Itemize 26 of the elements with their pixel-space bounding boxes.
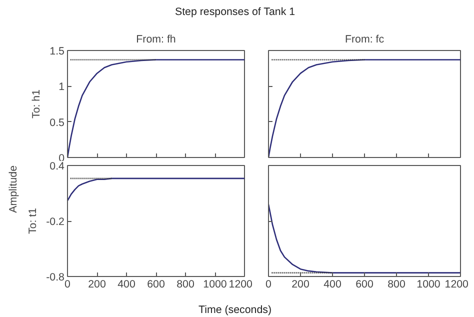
x-tick-label: 1200: [228, 278, 253, 290]
y-tick-label: -0.2: [46, 216, 65, 228]
x-tick-label: 200: [292, 278, 310, 290]
x-tick-label: 600: [356, 278, 374, 290]
x-tick-label: 800: [388, 278, 406, 290]
x-tick-label: 800: [176, 278, 194, 290]
x-axis-title: Time (seconds): [198, 303, 272, 317]
y-axis-title: To: h1: [30, 89, 43, 119]
y-tick-label: 0.5: [50, 116, 65, 129]
x-tick-label: 0: [266, 278, 272, 290]
chart-title: Step responses of Tank 1: [174, 5, 296, 20]
y-tick-label: 1: [58, 81, 65, 94]
y-axis-title: To: t1: [27, 208, 40, 234]
x-tick-label: 600: [147, 278, 165, 290]
chart-subtitle: From: fh: [136, 34, 176, 46]
x-tick-label: 200: [88, 278, 106, 290]
y-tick-label: 0.4: [50, 160, 65, 172]
text: Amplitude: [8, 165, 20, 213]
chart-subtitle: From: fc: [344, 34, 385, 46]
x-tick-label: 1000: [416, 278, 440, 290]
y-tick-label: -0.8: [46, 272, 65, 284]
y-tick-label: 1.5: [50, 46, 65, 58]
x-tick-label: 1200: [444, 278, 469, 290]
x-tick-label: 400: [324, 278, 342, 290]
x-tick-label: 400: [118, 278, 136, 290]
x-tick-label: 1000: [203, 278, 227, 290]
